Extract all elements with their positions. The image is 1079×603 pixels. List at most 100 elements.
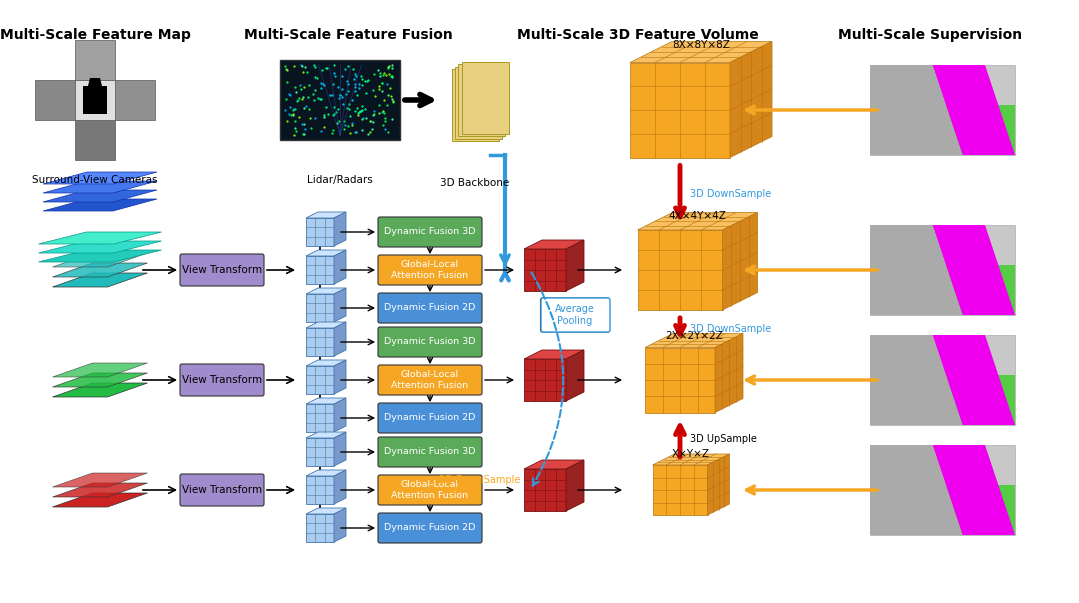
Polygon shape bbox=[334, 250, 346, 284]
Polygon shape bbox=[53, 373, 148, 387]
FancyBboxPatch shape bbox=[462, 62, 508, 134]
FancyBboxPatch shape bbox=[452, 69, 498, 141]
FancyBboxPatch shape bbox=[870, 335, 1015, 425]
Polygon shape bbox=[870, 105, 1015, 155]
Polygon shape bbox=[39, 241, 162, 253]
FancyBboxPatch shape bbox=[541, 298, 610, 332]
Polygon shape bbox=[306, 322, 346, 328]
Text: X×Y×Z: X×Y×Z bbox=[672, 449, 710, 459]
FancyBboxPatch shape bbox=[35, 80, 76, 120]
Polygon shape bbox=[306, 328, 334, 356]
Polygon shape bbox=[306, 250, 346, 256]
Text: 3D Backbone: 3D Backbone bbox=[440, 178, 509, 188]
FancyBboxPatch shape bbox=[76, 80, 115, 120]
Polygon shape bbox=[870, 445, 962, 535]
Polygon shape bbox=[53, 263, 148, 277]
FancyBboxPatch shape bbox=[870, 65, 1015, 155]
Text: 8X×8Y×8Z: 8X×8Y×8Z bbox=[672, 40, 729, 50]
Polygon shape bbox=[524, 359, 566, 401]
Text: Global-Local
Attention Fusion: Global-Local Attention Fusion bbox=[392, 370, 468, 390]
Text: 3D DownSample: 3D DownSample bbox=[689, 189, 771, 199]
FancyBboxPatch shape bbox=[76, 120, 115, 160]
Polygon shape bbox=[306, 398, 346, 404]
Text: Dynamic Fusion 3D: Dynamic Fusion 3D bbox=[384, 227, 476, 236]
Polygon shape bbox=[306, 432, 346, 438]
Polygon shape bbox=[88, 78, 103, 86]
Text: Average
Pooling: Average Pooling bbox=[555, 304, 595, 326]
Polygon shape bbox=[306, 218, 334, 246]
Polygon shape bbox=[43, 181, 158, 193]
Polygon shape bbox=[566, 240, 584, 291]
Text: 2D DownSample: 2D DownSample bbox=[439, 475, 521, 485]
FancyBboxPatch shape bbox=[378, 403, 482, 433]
Text: Surround-View Cameras: Surround-View Cameras bbox=[32, 175, 158, 185]
Polygon shape bbox=[334, 288, 346, 322]
Polygon shape bbox=[870, 225, 962, 315]
Polygon shape bbox=[638, 212, 757, 230]
FancyBboxPatch shape bbox=[180, 254, 264, 286]
Polygon shape bbox=[334, 322, 346, 356]
FancyBboxPatch shape bbox=[76, 40, 115, 80]
Text: Dynamic Fusion 2D: Dynamic Fusion 2D bbox=[384, 523, 476, 532]
Polygon shape bbox=[645, 347, 715, 412]
Polygon shape bbox=[730, 42, 771, 157]
FancyBboxPatch shape bbox=[378, 365, 482, 395]
Polygon shape bbox=[870, 65, 962, 155]
Polygon shape bbox=[306, 212, 346, 218]
Polygon shape bbox=[524, 249, 566, 291]
FancyBboxPatch shape bbox=[378, 513, 482, 543]
Polygon shape bbox=[932, 335, 1015, 425]
Text: Global-Local
Attention Fusion: Global-Local Attention Fusion bbox=[392, 260, 468, 280]
Polygon shape bbox=[524, 240, 584, 249]
Polygon shape bbox=[566, 460, 584, 511]
Polygon shape bbox=[524, 350, 584, 359]
Text: Multi-Scale 3D Feature Volume: Multi-Scale 3D Feature Volume bbox=[517, 28, 759, 42]
Polygon shape bbox=[630, 63, 730, 157]
Text: View Transform: View Transform bbox=[182, 375, 262, 385]
FancyBboxPatch shape bbox=[541, 298, 610, 332]
Polygon shape bbox=[638, 230, 723, 310]
Polygon shape bbox=[870, 335, 962, 425]
Polygon shape bbox=[653, 465, 708, 515]
Polygon shape bbox=[653, 454, 729, 465]
FancyBboxPatch shape bbox=[378, 475, 482, 505]
FancyBboxPatch shape bbox=[870, 445, 1015, 535]
Polygon shape bbox=[524, 460, 584, 469]
Polygon shape bbox=[306, 404, 334, 432]
FancyBboxPatch shape bbox=[180, 474, 264, 506]
Polygon shape bbox=[39, 232, 162, 244]
Polygon shape bbox=[53, 483, 148, 497]
Text: Dynamic Fusion 3D: Dynamic Fusion 3D bbox=[384, 338, 476, 347]
Text: Dynamic Fusion 3D: Dynamic Fusion 3D bbox=[384, 447, 476, 456]
Polygon shape bbox=[306, 360, 346, 366]
Text: Average
Pooling: Average Pooling bbox=[555, 304, 595, 326]
FancyBboxPatch shape bbox=[378, 327, 482, 357]
Polygon shape bbox=[870, 265, 1015, 315]
Polygon shape bbox=[932, 65, 1015, 155]
Polygon shape bbox=[334, 470, 346, 504]
Text: Global-Local
Attention Fusion: Global-Local Attention Fusion bbox=[392, 481, 468, 500]
Polygon shape bbox=[870, 375, 1015, 425]
Polygon shape bbox=[39, 250, 162, 262]
FancyBboxPatch shape bbox=[459, 64, 505, 136]
Polygon shape bbox=[932, 225, 1015, 315]
Polygon shape bbox=[306, 470, 346, 476]
Text: 3D UpSample: 3D UpSample bbox=[689, 434, 756, 444]
Polygon shape bbox=[306, 366, 334, 394]
Polygon shape bbox=[306, 508, 346, 514]
Polygon shape bbox=[566, 350, 584, 401]
Text: Dynamic Fusion 2D: Dynamic Fusion 2D bbox=[384, 303, 476, 312]
Polygon shape bbox=[932, 445, 1015, 535]
FancyBboxPatch shape bbox=[378, 217, 482, 247]
Text: Dynamic Fusion 2D: Dynamic Fusion 2D bbox=[384, 414, 476, 423]
Polygon shape bbox=[53, 253, 148, 267]
Polygon shape bbox=[53, 493, 148, 507]
FancyBboxPatch shape bbox=[378, 293, 482, 323]
Polygon shape bbox=[53, 273, 148, 287]
Polygon shape bbox=[334, 398, 346, 432]
FancyBboxPatch shape bbox=[115, 80, 155, 120]
Text: 3D DownSample: 3D DownSample bbox=[689, 324, 771, 333]
Polygon shape bbox=[306, 294, 334, 322]
FancyBboxPatch shape bbox=[870, 225, 1015, 315]
FancyBboxPatch shape bbox=[378, 255, 482, 285]
